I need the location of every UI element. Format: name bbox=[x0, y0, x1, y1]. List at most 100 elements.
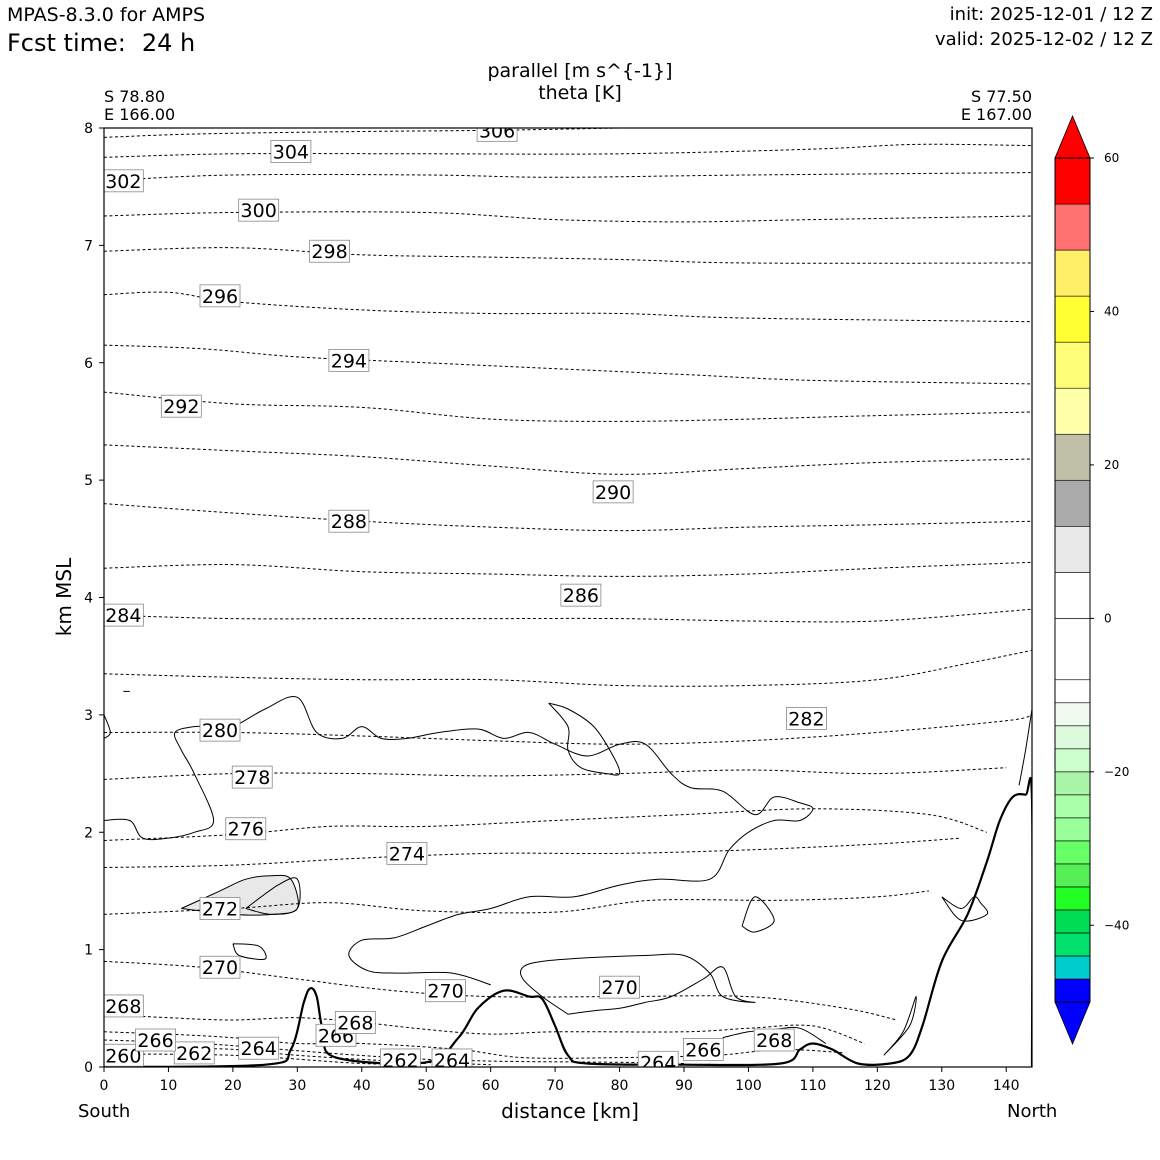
x-tick-label: 50 bbox=[417, 1078, 435, 1094]
theta-label: 292 bbox=[160, 394, 202, 418]
chart-title-line2: theta [K] bbox=[538, 82, 622, 104]
theta-label-text: 264 bbox=[434, 1050, 470, 1072]
theta-label-text: 292 bbox=[163, 396, 199, 418]
wind-contour bbox=[1018, 708, 1032, 786]
wind-contour bbox=[941, 896, 989, 922]
colorbar-bin bbox=[1054, 863, 1091, 888]
theta-label-text: 302 bbox=[105, 171, 141, 193]
colorbar-tick-label: 0 bbox=[1104, 611, 1112, 625]
theta-label-box bbox=[682, 1037, 724, 1061]
colorbar-bin bbox=[1054, 955, 1091, 980]
theta-contour-282 bbox=[104, 649, 1032, 687]
theta-label-text: 264 bbox=[640, 1052, 676, 1074]
theta-label-box bbox=[104, 169, 144, 193]
wind-contour bbox=[104, 714, 111, 739]
theta-label: 276 bbox=[225, 817, 267, 841]
theta-contour-300 bbox=[104, 211, 1032, 223]
right-endpoint-lon: E 167.00 bbox=[960, 105, 1032, 124]
theta-label: 262 bbox=[380, 1048, 421, 1072]
theta-label-box bbox=[199, 897, 241, 920]
theta-label-text: 274 bbox=[389, 843, 425, 865]
x-tick-label: 80 bbox=[611, 1078, 629, 1094]
y-tick-label: 6 bbox=[84, 356, 93, 372]
model-title: MPAS-8.3.0 for AMPS bbox=[7, 4, 206, 26]
wind-contour bbox=[232, 943, 267, 960]
theta-contour-268 bbox=[104, 1013, 865, 1044]
theta-label-box bbox=[238, 198, 280, 222]
theta-label: 286 bbox=[560, 583, 602, 607]
theta-contour-292 bbox=[104, 391, 1032, 422]
colorbar-bin bbox=[1054, 249, 1091, 297]
theta-contour-298 bbox=[104, 247, 1032, 264]
theta-label-box bbox=[328, 349, 370, 372]
x-tick-label: 30 bbox=[288, 1078, 306, 1094]
theta-label: 268 bbox=[753, 1028, 795, 1052]
theta-contour-306 bbox=[104, 128, 620, 138]
south-label: South bbox=[78, 1101, 131, 1122]
theta-label: 270 bbox=[599, 975, 640, 999]
x-tick-label: 110 bbox=[800, 1078, 827, 1094]
theta-label: 290 bbox=[592, 480, 634, 504]
valid-time: valid: 2025-12-02 / 12 Z bbox=[935, 29, 1153, 50]
theta-label: 300 bbox=[238, 198, 280, 222]
theta-contour-260 bbox=[104, 1053, 427, 1065]
wind-contour bbox=[741, 896, 775, 933]
x-tick-label: 100 bbox=[735, 1078, 762, 1094]
theta-contour-280 bbox=[104, 714, 1032, 745]
y-tick-label: 0 bbox=[84, 1060, 93, 1076]
init-time: init: 2025-12-01 / 12 Z bbox=[949, 4, 1153, 25]
theta-label-box bbox=[380, 1048, 421, 1067]
theta-label: 266 bbox=[135, 1028, 176, 1052]
theta-label: 260 bbox=[104, 1043, 144, 1067]
colorbar-tick-label: 20 bbox=[1104, 458, 1119, 472]
theta-label: 264 bbox=[431, 1048, 473, 1072]
colorbar-bin bbox=[1054, 978, 1091, 1003]
theta-contour-276 bbox=[104, 808, 988, 841]
theta-label-box bbox=[592, 480, 634, 504]
theta-label-text: 262 bbox=[176, 1043, 212, 1065]
theta-label-box bbox=[425, 979, 466, 1003]
theta-contour-284 bbox=[104, 608, 1032, 623]
colorbar-bin bbox=[1054, 909, 1091, 934]
colorbar-bin bbox=[1054, 840, 1091, 865]
theta-label-text: 282 bbox=[788, 708, 824, 730]
theta-label-text: 270 bbox=[601, 977, 637, 999]
theta-label-text: 300 bbox=[241, 200, 277, 222]
wind-contour bbox=[245, 877, 301, 915]
x-tick-label: 120 bbox=[864, 1078, 891, 1094]
colorbar-bin bbox=[1054, 618, 1091, 681]
theta-label-box bbox=[560, 583, 602, 607]
y-tick-label: 8 bbox=[84, 121, 93, 137]
x-tick-label: 140 bbox=[993, 1078, 1020, 1094]
theta-label: 270 bbox=[425, 979, 466, 1003]
theta-label-box bbox=[135, 1028, 176, 1052]
theta-label-text: 278 bbox=[234, 767, 270, 789]
colorbar-bin bbox=[1054, 932, 1091, 957]
theta-label-text: 290 bbox=[595, 482, 631, 504]
theta-label-text: 262 bbox=[382, 1050, 418, 1072]
theta-contour-286 bbox=[104, 561, 1032, 577]
colorbar-extend-max bbox=[1054, 114, 1091, 159]
x-tick-label: 60 bbox=[482, 1078, 500, 1094]
theta-label-text: 270 bbox=[202, 957, 238, 979]
theta-label-text: 268 bbox=[756, 1030, 792, 1052]
theta-label-text: 298 bbox=[311, 241, 347, 263]
x-tick-label: 130 bbox=[928, 1078, 955, 1094]
theta-label-text: 284 bbox=[105, 605, 141, 627]
theta-label-text: 286 bbox=[563, 585, 599, 607]
theta-label: 304 bbox=[270, 140, 312, 163]
y-tick-label: 3 bbox=[84, 708, 93, 724]
theta-contour-290 bbox=[104, 444, 1032, 475]
colorbar-tick-label: −20 bbox=[1104, 765, 1129, 779]
colorbar-bin bbox=[1054, 771, 1091, 796]
theta-label-box bbox=[309, 239, 350, 263]
wind-contour bbox=[548, 702, 621, 776]
theta-label: 282 bbox=[786, 706, 827, 730]
theta-label-text: 260 bbox=[105, 1045, 141, 1067]
wind-contour bbox=[883, 996, 917, 1056]
theta-label-box bbox=[786, 706, 827, 730]
left-endpoint-lon: E 166.00 bbox=[104, 105, 176, 124]
colorbar-bin bbox=[1054, 157, 1091, 205]
x-tick-label: 90 bbox=[675, 1078, 693, 1094]
theta-label: 288 bbox=[328, 509, 370, 533]
